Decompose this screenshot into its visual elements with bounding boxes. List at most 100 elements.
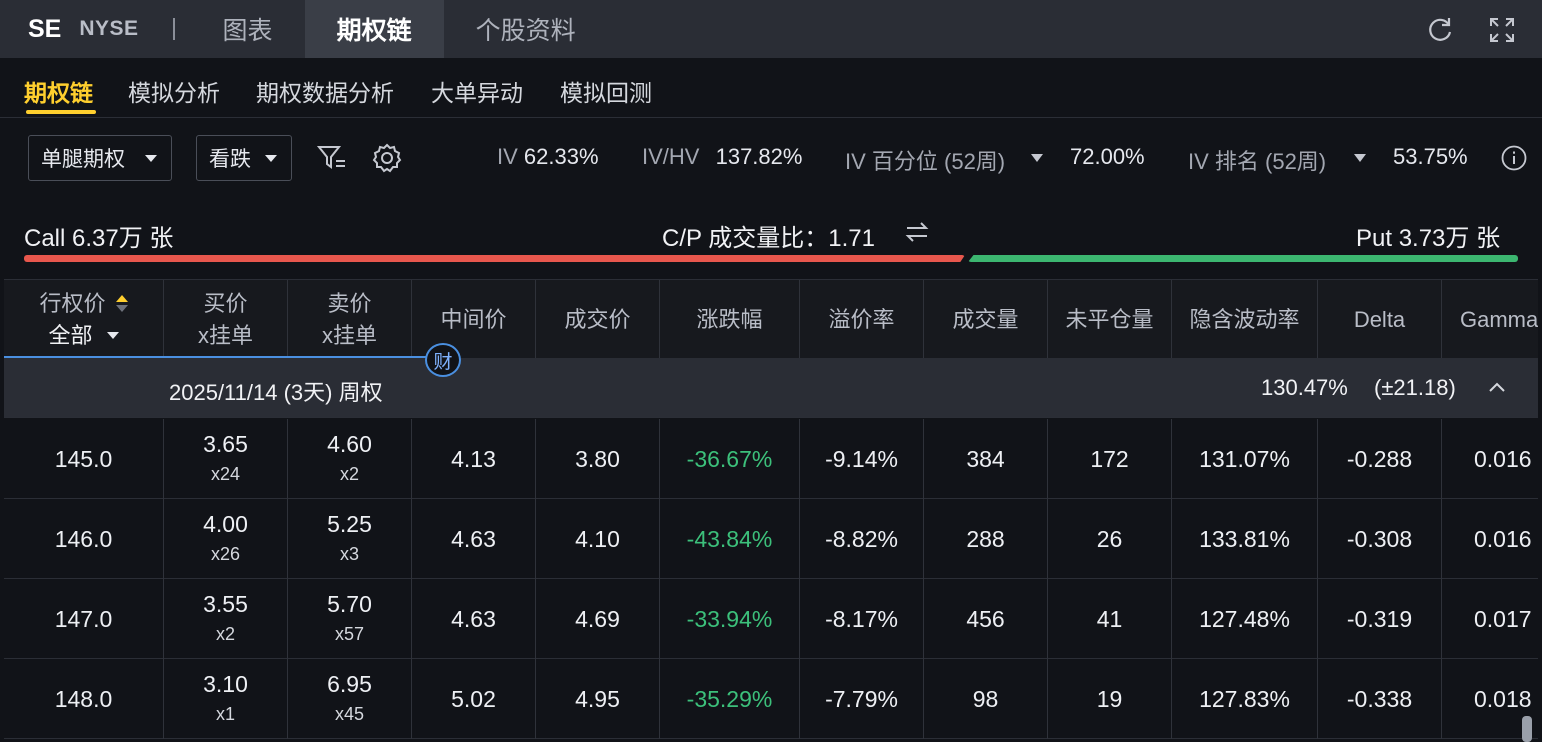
chevron-down-icon [1354, 154, 1366, 162]
vertical-scrollbar[interactable] [1522, 716, 1532, 742]
subtab-large-orders[interactable]: 大单异动 [431, 80, 523, 106]
settings-icon[interactable] [371, 142, 403, 174]
cell-bid[interactable]: 3.10 x1 [164, 659, 288, 739]
iv-rank-select[interactable]: IV 排名 (52周) [1188, 144, 1370, 176]
bid-price: 3.65 [203, 431, 248, 457]
ivhv-value: 137.82% [715, 144, 803, 169]
header-ask-label: 卖价 [327, 290, 372, 316]
cell-premium: -8.82% [800, 499, 924, 579]
cell-strike: 147.0 [4, 579, 164, 659]
cell-bid[interactable]: 3.65 x24 [164, 419, 288, 499]
cell-volume: 98 [924, 659, 1048, 739]
group-iv-range: (±21.18) [1374, 375, 1456, 400]
cell-premium: -7.79% [800, 659, 924, 739]
cell-delta: -0.319 [1318, 579, 1442, 659]
iv-percentile-value: 72.00% [1070, 144, 1145, 169]
strategy-select-value: 单腿期权 [41, 148, 125, 171]
cell-open-interest: 172 [1048, 419, 1172, 499]
sub-tab-bar: 期权链 模拟分析 期权数据分析 大单异动 模拟回测 [0, 58, 1542, 118]
header-iv: 隐含波动率 [1172, 280, 1318, 359]
info-icon[interactable] [1500, 144, 1528, 172]
table-header: 行权价 全部 买价 x挂单 卖价 x挂单 中间价 成交价 涨跌幅 溢价率 成交量… [4, 279, 1538, 359]
cell-last: 3.80 [536, 419, 660, 499]
header-bid-label: 买价 [203, 290, 248, 316]
cell-gamma: 0.016 [1474, 525, 1532, 552]
cell-delta: -0.288 [1318, 419, 1442, 499]
ivhv-metric: IV/HV 137.82% [642, 144, 802, 170]
cell-ask[interactable]: 5.70 x57 [288, 579, 412, 659]
group-iv: 130.47% [1261, 375, 1348, 400]
header-strike-label: 行权价 [39, 290, 106, 316]
cell-mid: 4.13 [412, 419, 536, 499]
sort-icon[interactable] [115, 295, 128, 312]
cell-mid: 4.63 [412, 579, 536, 659]
cell-change: -33.94% [660, 579, 800, 659]
chevron-down-icon [106, 332, 119, 339]
cell-ask[interactable]: 6.95 x45 [288, 659, 412, 739]
cell-last: 4.10 [536, 499, 660, 579]
cell-iv: 127.83% [1172, 659, 1318, 739]
tab-profile[interactable]: 个股资料 [444, 0, 608, 58]
tab-option-chain[interactable]: 期权链 [304, 0, 444, 58]
chevron-up-icon[interactable] [1486, 378, 1508, 396]
tab-chart[interactable]: 图表 [191, 0, 305, 58]
cell-ask[interactable]: 5.25 x3 [288, 499, 412, 579]
header-open-interest: 未平仓量 [1048, 280, 1172, 359]
cell-strike: 146.0 [4, 499, 164, 579]
chevron-down-icon [1031, 154, 1043, 162]
iv-percentile-label: IV 百分位 (52周) [845, 149, 1006, 174]
header-active-underline [4, 356, 428, 358]
cell-ask[interactable]: 4.60 x2 [288, 419, 412, 499]
put-volume-bar [968, 255, 1518, 262]
refresh-icon[interactable] [1424, 14, 1456, 46]
ivhv-label: IV/HV [642, 144, 700, 169]
top-header: SE NYSE 图表 期权链 个股资料 [0, 0, 1542, 58]
header-change: 涨跌幅 [660, 280, 800, 359]
cell-gamma: 0.016 [1474, 445, 1532, 472]
header-delta: Delta [1318, 280, 1442, 359]
subtab-backtest[interactable]: 模拟回测 [560, 80, 652, 106]
cell-delta: -0.338 [1318, 659, 1442, 739]
cell-iv: 133.81% [1172, 499, 1318, 579]
strike-filter-select[interactable]: 全部 [48, 320, 119, 352]
header-volume: 成交量 [924, 280, 1048, 359]
fullscreen-icon[interactable] [1486, 14, 1518, 46]
ask-price: 6.95 [327, 671, 372, 697]
cell-mid: 4.63 [412, 499, 536, 579]
bid-size: x2 [215, 624, 235, 644]
bid-price: 3.55 [203, 591, 248, 617]
subtab-option-data[interactable]: 期权数据分析 [256, 80, 394, 106]
header-strike[interactable]: 行权价 全部 [4, 280, 164, 359]
cell-premium: -9.14% [800, 419, 924, 499]
ask-size: x3 [339, 544, 359, 564]
cell-last: 4.95 [536, 659, 660, 739]
swap-icon[interactable] [903, 220, 931, 244]
table-row[interactable]: 145.0 3.65 x24 4.60 x2 4.13 3.80 -36.67% -… [4, 419, 1538, 499]
cell-bid[interactable]: 4.00 x26 [164, 499, 288, 579]
cell-bid[interactable]: 3.55 x2 [164, 579, 288, 659]
cell-gamma: 0.018 [1474, 685, 1532, 712]
header-bid-sub: x挂单 [197, 322, 253, 348]
direction-select[interactable]: 看跌 [196, 135, 292, 181]
header-last: 成交价 [536, 280, 660, 359]
iv-label: IV [497, 144, 518, 169]
subtab-option-chain[interactable]: 期权链 [24, 80, 93, 106]
call-volume-bar [24, 255, 965, 262]
strike-filter-value: 全部 [48, 322, 93, 348]
earnings-badge[interactable]: 财 [425, 343, 461, 377]
cell-strike: 145.0 [4, 419, 164, 499]
subtab-simulation[interactable]: 模拟分析 [128, 80, 220, 106]
ask-size: x2 [339, 464, 359, 484]
iv-metric: IV 62.33% [497, 144, 599, 170]
cell-gamma: 0.017 [1474, 605, 1532, 632]
table-row[interactable]: 148.0 3.10 x1 6.95 x45 5.02 4.95 -35.29% -… [4, 659, 1538, 739]
chevron-down-icon [145, 155, 157, 162]
cell-open-interest: 41 [1048, 579, 1172, 659]
expiry-group-row[interactable]: 2025/11/14 (3天) 周权 130.47% (±21.18) [4, 358, 1538, 418]
table-row[interactable]: 147.0 3.55 x2 5.70 x57 4.63 4.69 -33.94% -… [4, 579, 1538, 659]
table-row[interactable]: 146.0 4.00 x26 5.25 x3 4.63 4.10 -43.84% -… [4, 499, 1538, 579]
iv-percentile-select[interactable]: IV 百分位 (52周) [845, 144, 1050, 176]
filter-icon[interactable] [316, 142, 348, 174]
cell-change: -36.67% [660, 419, 800, 499]
strategy-select[interactable]: 单腿期权 [28, 135, 172, 181]
